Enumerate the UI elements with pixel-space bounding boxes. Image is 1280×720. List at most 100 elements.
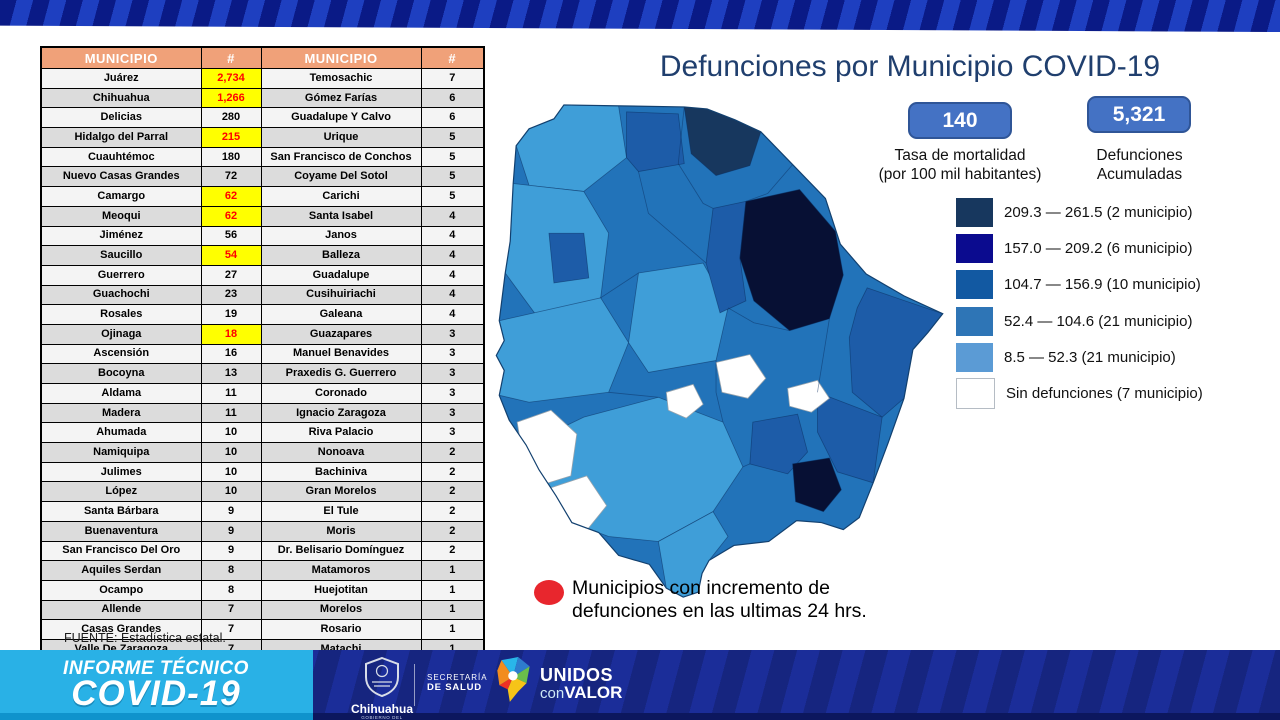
municipality-name: Camargo [40,186,202,207]
municipality-name: Coyame Del Sotol [260,166,422,188]
municipality-count: 10 [200,481,262,503]
municipality-count: 62 [200,205,262,227]
municipality-count: 8 [200,579,262,601]
municipality-count: 5 [420,146,485,168]
municipality-count: 56 [200,225,262,247]
municipality-name: Urique [260,127,422,148]
municipality-count: 11 [200,402,262,424]
municipality-name: Aldama [40,383,202,404]
legend-label: 52.4 — 104.6 (21 municipio) [1004,312,1193,330]
table-row: Buenaventura 9 Moris 2 [40,520,485,542]
municipality-count: 7 [420,68,485,89]
legend-item: 209.3 — 261.5 (2 municipio) [956,194,1203,230]
footer-bar: INFORME TÉCNICO COVID-19 [0,650,1280,720]
municipality-name: Jiménez [40,225,202,247]
municipality-name: Gran Morelos [260,481,422,503]
top-striped-banner [0,0,1280,32]
legend-label: Sin defunciones (7 municipio) [1006,385,1203,403]
municipality-count: 4 [420,245,485,266]
red-marker-icon [534,580,564,605]
municipality-name: Coronado [260,383,422,404]
table-row: Santa Bárbara 9 El Tule 2 [40,501,485,522]
brand-valor: VALOR [564,683,623,702]
municipality-name: Galeana [260,304,422,325]
municipality-count: 23 [200,284,262,306]
municipality-count: 2 [420,481,485,503]
municipality-count: 4 [420,264,485,286]
table-row: Cuauhtémoc 180 San Francisco de Conchos … [40,146,485,168]
municipality-name: San Francisco de Conchos [260,146,422,168]
table-row: Aldama 11 Coronado 3 [40,383,485,404]
municipality-name: Chihuahua [40,87,202,109]
municipality-name: Balleza [260,245,422,266]
legend-item: 157.0 — 209.2 (6 municipio) [956,230,1203,266]
municipality-name: Buenaventura [40,520,202,542]
municipality-count: 280 [200,107,262,129]
table-row: Camargo 62 Carichi 5 [40,186,485,207]
municipality-count: 215 [200,127,262,148]
table-row: Ahumada 10 Riva Palacio 3 [40,422,485,444]
municipality-count: 2 [420,442,485,463]
municipality-count: 4 [420,304,485,325]
health-ministry-label: SECRETARÍA DE SALUD [427,673,488,693]
municipality-count: 9 [200,501,262,522]
footer-bottom-strip [0,713,1280,720]
government-logo: Chihuahua GOBIERNO DEL ESTADO [350,656,414,720]
table-row: López 10 Gran Morelos 2 [40,481,485,503]
municipality-count: 2 [420,501,485,522]
municipality-name: Ascensión [40,343,202,365]
brand-con: con [540,685,565,702]
table-row: Madera 11 Ignacio Zaragoza 3 [40,402,485,424]
map-region [496,104,943,598]
table-row: Nuevo Casas Grandes 72 Coyame Del Sotol … [40,166,485,188]
municipality-count: 9 [200,520,262,542]
unidos-con-valor-logo [494,656,534,709]
municipality-count: 10 [200,422,262,444]
municipality-count: 18 [200,323,262,345]
municipality-count: 3 [420,363,485,384]
table-row: Namiquipa 10 Nonoava 2 [40,442,485,463]
municipality-count: 54 [200,245,262,266]
legend-swatch [956,342,993,372]
table-header-cell: # [420,46,485,69]
municipality-name: Carichi [260,186,422,207]
table-row: Julimes 10 Bachiniva 2 [40,461,485,483]
table-row: Chihuahua 1,266 Gómez Farías 6 [40,87,485,109]
mortality-rate-box: 140 [908,102,1012,139]
municipality-name: Nonoava [260,442,422,463]
municipality-name: Rosales [40,304,202,325]
municipality-name: Gómez Farías [260,87,422,109]
municipality-count: 11 [200,383,262,404]
municipality-count: 13 [200,363,262,384]
municipality-name: Janos [260,225,422,247]
municipality-name: Moris [260,520,422,542]
municipality-name: Namiquipa [40,442,202,463]
municipality-name: Guadalupe [260,264,422,286]
municipality-count: 7 [200,599,262,621]
municipality-name: Julimes [40,461,202,483]
table-row: Ocampo 8 Huejotitan 1 [40,579,485,601]
legend: 209.3 — 261.5 (2 municipio) 157.0 — 209.… [956,194,1203,412]
table-row: San Francisco Del Oro 9 Dr. Belisario Do… [40,540,485,562]
municipality-name: Ojinaga [40,323,202,345]
municipality-name: Nuevo Casas Grandes [40,166,202,188]
shield-icon [365,656,399,698]
table-row: Guachochi 23 Cusihuiriachi 4 [40,284,485,306]
municipality-count: 3 [420,323,485,345]
municipality-count: 4 [420,205,485,227]
municipality-count: 10 [200,461,262,483]
municipality-count: 6 [420,87,485,109]
table-row: Hidalgo del Parral 215 Urique 5 [40,127,485,148]
table-row: Jiménez 56 Janos 4 [40,225,485,247]
legend-swatch [956,306,993,336]
municipality-count: 2 [420,520,485,542]
municipality-count: 3 [420,383,485,404]
municipality-name: Juárez [40,68,202,89]
table-header-row: MUNICIPIO # MUNICIPIO # [40,46,485,69]
table-row: Delicias 280 Guadalupe Y Calvo 6 [40,107,485,129]
municipality-count: 4 [420,225,485,247]
table-row: Bocoyna 13 Praxedis G. Guerrero 3 [40,363,485,384]
legend-item: 52.4 — 104.6 (21 municipio) [956,303,1203,339]
municipality-table-wrap: MUNICIPIO # MUNICIPIO # Juárez 2,734 Tem… [40,46,485,661]
